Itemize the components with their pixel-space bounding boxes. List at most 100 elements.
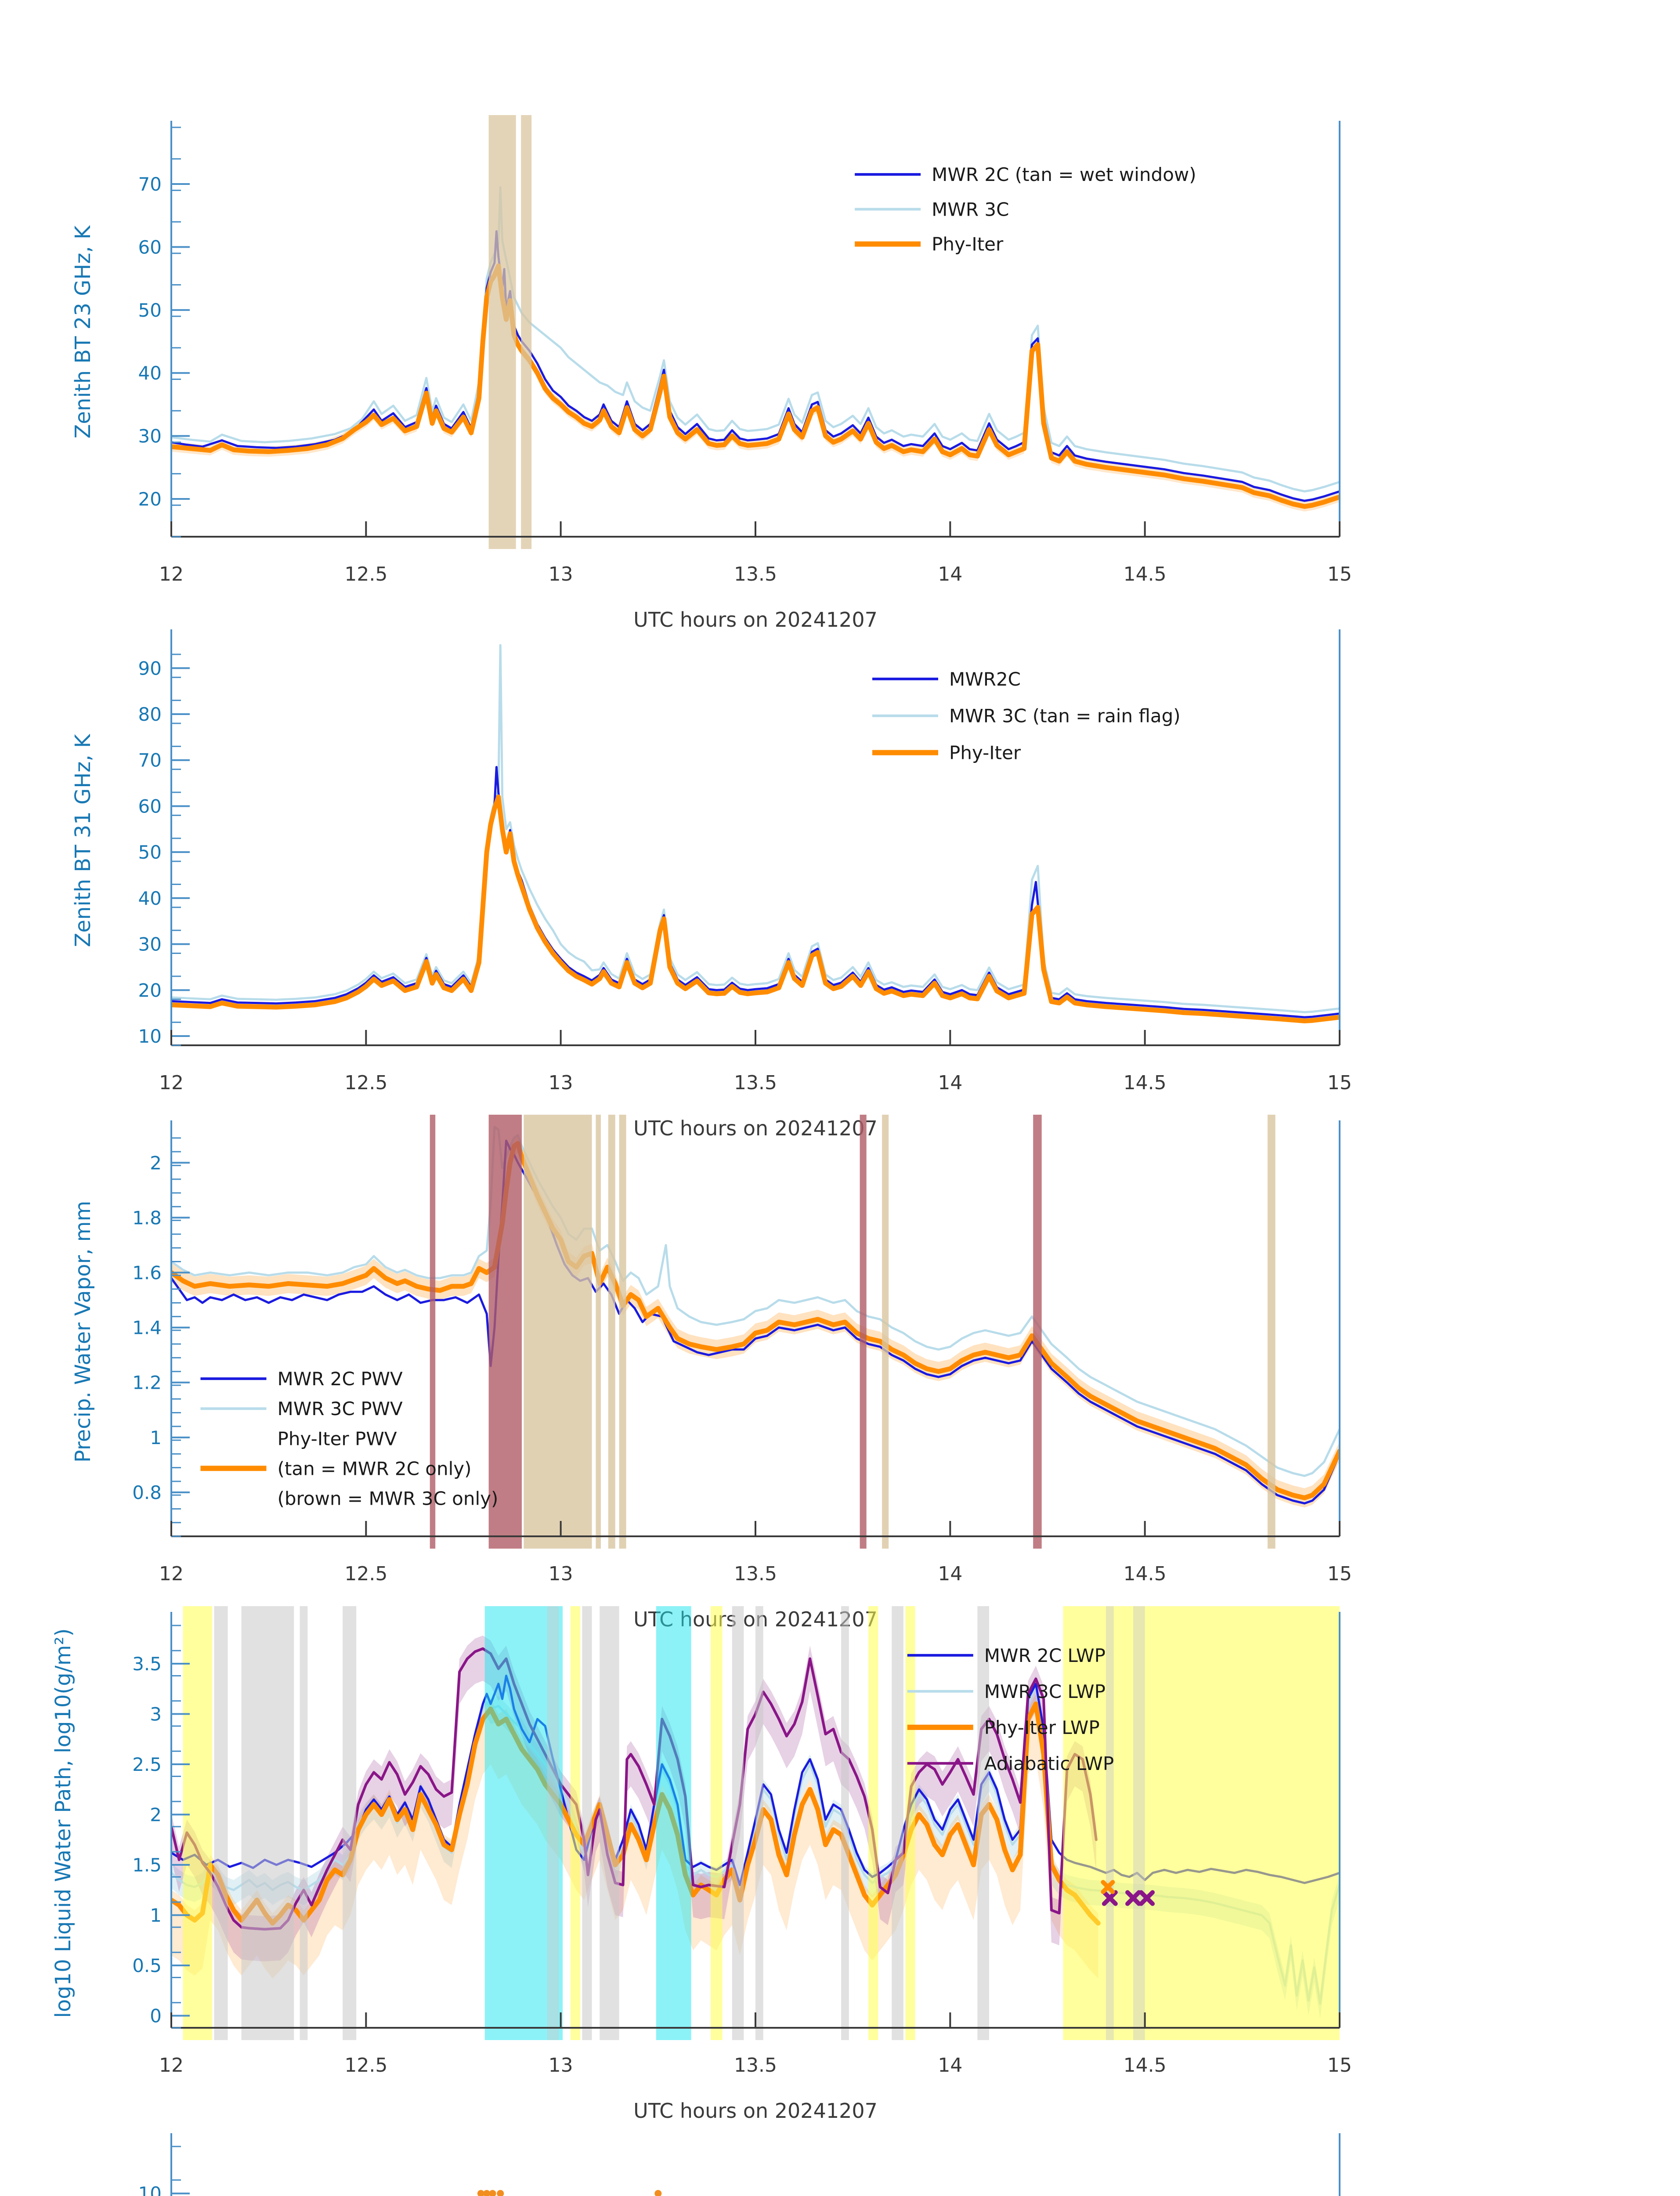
yellow-band bbox=[570, 1606, 580, 2040]
y-axis-label: Precip. Water Vapor, mm bbox=[71, 1201, 95, 1463]
y-tick-label: 10 bbox=[138, 1026, 162, 1047]
y-tick-label: 1.2 bbox=[132, 1372, 162, 1394]
x-tick-label: 12 bbox=[159, 1072, 184, 1094]
yellow-band bbox=[905, 1606, 915, 2040]
x-tick-label: 13 bbox=[549, 563, 573, 585]
yellow-band bbox=[711, 1606, 723, 2040]
x-tick-label: 15 bbox=[1327, 1563, 1352, 1585]
y-tick-label: 40 bbox=[138, 888, 162, 909]
red-band bbox=[430, 1115, 436, 1549]
legend-label: MWR 3C PWV bbox=[278, 1398, 403, 1419]
legend-label: MWR 2C LWP bbox=[984, 1645, 1106, 1666]
gray-band bbox=[343, 1606, 357, 2040]
legend-label: MWR 2C PWV bbox=[278, 1368, 403, 1390]
y-tick-label: 40 bbox=[138, 362, 162, 384]
dq-flag-dots bbox=[477, 2190, 662, 2196]
x-tick-label: 15 bbox=[1327, 563, 1352, 585]
series-phy-iter-pwv bbox=[171, 1141, 1340, 1500]
tan-band bbox=[1267, 1115, 1275, 1549]
gray-band bbox=[214, 1606, 228, 2040]
x-tick-label: 14 bbox=[938, 2054, 962, 2077]
legend-label: MWR 3C (tan = rain flag) bbox=[949, 705, 1181, 727]
y-tick-label: 30 bbox=[138, 934, 162, 955]
x-tick-label: 15 bbox=[1327, 2054, 1352, 2077]
panel-2: 10 20 30 40 50 60 70 80 90 12 12.5 13 13.5 14 14.5 15 UT… bbox=[71, 629, 1352, 1140]
x-tick-label: 12.5 bbox=[344, 2054, 387, 2077]
y-tick-label: 3.5 bbox=[132, 1653, 162, 1675]
x-tick-label: 14.5 bbox=[1124, 1072, 1167, 1094]
y-tick-label: 70 bbox=[138, 750, 162, 771]
x-tick-label: 12 bbox=[159, 2054, 184, 2077]
x-tick-label: 14.5 bbox=[1124, 2054, 1167, 2077]
x-axis-label: UTC hours on 20241207 bbox=[633, 1116, 878, 1140]
legend-label: MWR 2C (tan = wet window) bbox=[932, 164, 1196, 185]
y-tick-label: 60 bbox=[138, 236, 162, 258]
y-tick-label: 0.8 bbox=[132, 1482, 162, 1503]
y-tick-label: 20 bbox=[138, 979, 162, 1001]
y-axis-label: Zenith BT 23 GHz, K bbox=[71, 225, 95, 439]
adiabatic-x-markers bbox=[1125, 1890, 1142, 1906]
series-adiabatic-lwp bbox=[171, 1647, 1098, 1931]
adiabatic-x-markers bbox=[1102, 1890, 1118, 1906]
gray-band bbox=[977, 1606, 989, 2040]
x-axis-label: UTC hours on 20241207 bbox=[633, 2099, 878, 2123]
x-tick-label: 14 bbox=[938, 1563, 962, 1585]
x-tick-label: 12 bbox=[159, 1563, 184, 1585]
cyan-band bbox=[656, 1606, 691, 2040]
x-tick-label: 14 bbox=[938, 563, 962, 585]
x-tick-label: 12.5 bbox=[344, 1563, 387, 1585]
y-tick-label: 2 bbox=[150, 1804, 162, 1826]
y-tick-label: 60 bbox=[138, 795, 162, 817]
series-mwr-3c-pwv bbox=[171, 1126, 1340, 1477]
dq-dot bbox=[483, 2190, 491, 2196]
y-axis-label: log10 Liquid Water Path, log10(g/m²) bbox=[51, 1629, 76, 2018]
phy-iter-pwv-envelope bbox=[171, 1134, 1340, 1508]
y-tick-label: 1.8 bbox=[132, 1207, 162, 1228]
y-tick-label: 80 bbox=[138, 704, 162, 725]
y-tick-label: 1.6 bbox=[132, 1262, 162, 1284]
y-tick-label: 50 bbox=[138, 300, 162, 321]
y-tick-label: 30 bbox=[138, 426, 162, 447]
series-phy-iter bbox=[171, 263, 1340, 509]
series-mwr-3c bbox=[171, 644, 1340, 1014]
legend-label: Adiabatic LWP bbox=[984, 1753, 1114, 1774]
plot-area bbox=[171, 186, 1340, 512]
panel-4: 0 0.5 1 1.5 2 2.5 3 3.5 12 12.5 13 13.5 14 14.5 15 UTC … bbox=[51, 1606, 1352, 2123]
tan-band bbox=[521, 115, 532, 549]
x-tick-label: 13 bbox=[549, 1072, 573, 1094]
y-tick-label: 70 bbox=[138, 173, 162, 195]
y-tick-label: 1.4 bbox=[132, 1317, 162, 1339]
panel-1: 20 30 40 50 60 70 12 12.5 13 13.5 14 14.5 15 UTC hour… bbox=[71, 115, 1352, 632]
legend-label: MWR 3C bbox=[932, 199, 1009, 220]
legend-label: Phy-Iter bbox=[949, 742, 1021, 764]
adiabatic-x-markers bbox=[1139, 1890, 1155, 1906]
y-tick-label: 1 bbox=[150, 1427, 162, 1448]
yellow-band bbox=[183, 1606, 213, 2040]
y-tick-label: 10 bbox=[138, 2183, 162, 2196]
legend-label: (brown = MWR 3C only) bbox=[278, 1488, 499, 1509]
legend-label: Phy-Iter PWV bbox=[278, 1428, 397, 1449]
x-axis-label: UTC hours on 20241207 bbox=[633, 608, 878, 632]
y-tick-label: 2 bbox=[150, 1152, 162, 1174]
series-mwr2c bbox=[171, 766, 1340, 1019]
y-tick-label: 50 bbox=[138, 842, 162, 863]
x-tick-label: 15 bbox=[1327, 1072, 1352, 1094]
x-tick-label: 13.5 bbox=[734, 1072, 777, 1094]
series-phy-iter-lwp bbox=[171, 1701, 1101, 1926]
dq-dot bbox=[654, 2190, 662, 2196]
x-tick-label: 13.5 bbox=[734, 1563, 777, 1585]
red-band bbox=[860, 1115, 867, 1549]
y-tick-label: 90 bbox=[138, 657, 162, 679]
legend-label: MWR 3C LWP bbox=[984, 1681, 1106, 1702]
y-tick-label: 3 bbox=[150, 1704, 162, 1725]
x-tick-label: 13.5 bbox=[734, 2054, 777, 2077]
x-tick-label: 14.5 bbox=[1124, 563, 1167, 585]
gray-band bbox=[1106, 1606, 1114, 2040]
plot-area bbox=[477, 2190, 662, 2196]
series-mwr-3c bbox=[171, 186, 1340, 493]
legend-label: (tan = MWR 2C only) bbox=[278, 1458, 472, 1479]
gray-band bbox=[892, 1606, 903, 2040]
